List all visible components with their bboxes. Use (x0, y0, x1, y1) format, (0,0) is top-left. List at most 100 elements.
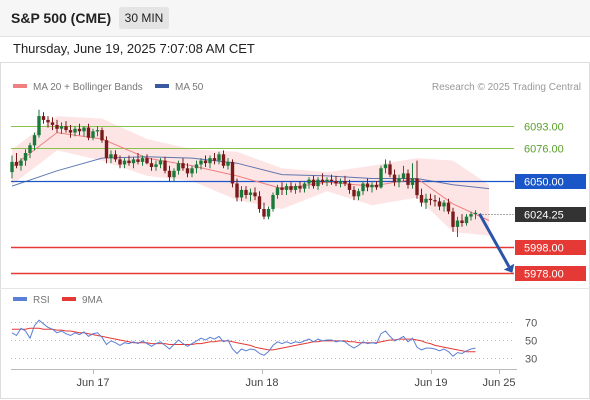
candle (271, 192, 275, 212)
candle (356, 188, 361, 201)
candle (257, 191, 262, 213)
candle-body (284, 186, 289, 190)
candle-body (262, 209, 266, 217)
x-tick-label: Jun 25 (482, 377, 515, 389)
candle (347, 179, 352, 194)
candle (316, 177, 320, 190)
instrument-title: S&P 500 (CME) (11, 10, 112, 26)
candle-body (185, 168, 190, 174)
candle (262, 202, 266, 220)
candle-body (59, 126, 64, 129)
candle (419, 188, 424, 207)
candle (469, 211, 473, 221)
candle (185, 163, 190, 178)
candle (338, 178, 343, 188)
candle-body (37, 116, 41, 136)
candle (406, 169, 410, 189)
candle-body (343, 181, 347, 184)
candle (136, 153, 140, 165)
candle (64, 121, 68, 133)
ma50-legend-swatch (155, 84, 169, 88)
candle-body (140, 158, 145, 162)
candle (460, 214, 464, 227)
candle-body (280, 187, 284, 190)
candle (190, 165, 194, 178)
candle-body (388, 164, 392, 175)
candle-body (28, 145, 32, 153)
candle (176, 160, 181, 175)
candlesticks (10, 109, 478, 237)
candle (235, 178, 239, 202)
candle-body (118, 159, 122, 165)
candle-body (455, 220, 460, 227)
candle-body (352, 189, 356, 197)
candle (424, 193, 428, 209)
candle-body (127, 160, 131, 164)
ma20-line (11, 132, 490, 221)
candle (221, 150, 226, 169)
candle-body (95, 130, 100, 132)
candle-body (451, 211, 455, 227)
candle (455, 216, 460, 237)
candle-body (446, 202, 451, 212)
candle-body (199, 160, 203, 165)
level-label-6093.00: 6093.00 (524, 122, 564, 134)
candle (374, 181, 379, 190)
rsi-legend-swatch (13, 297, 27, 301)
candle-body (329, 179, 334, 181)
candle (230, 159, 235, 188)
candle (392, 169, 397, 187)
bollinger-legend-swatch (13, 84, 27, 88)
price-level-labels: 6093.00 6076.00 6050.00 6024.25 5998.00 5978.… (515, 122, 586, 281)
copyright-text: Research © 2025 Trading Central (432, 82, 581, 93)
candle-body (428, 198, 433, 201)
candle (118, 155, 122, 169)
candle-body (275, 187, 280, 195)
candle (446, 198, 451, 215)
candle (127, 155, 131, 166)
candle-body (307, 179, 311, 184)
candle-body (320, 179, 325, 183)
candle-body (50, 122, 55, 125)
candle (442, 200, 446, 212)
rsi-legend-label: RSI (33, 295, 50, 306)
candle (361, 181, 365, 195)
candle-body (271, 195, 275, 209)
candle-body (338, 181, 343, 184)
candle-body (235, 183, 239, 198)
candle-body (253, 192, 257, 197)
candle-body (109, 154, 113, 159)
candle-body (55, 125, 59, 129)
candle-body (230, 161, 235, 184)
candle-body (397, 178, 401, 183)
candle (284, 183, 289, 195)
candle-body (464, 216, 469, 224)
candle-body (154, 164, 158, 167)
candle (473, 210, 478, 220)
x-tick-label: Jun 18 (245, 377, 278, 389)
timeframe-badge[interactable]: 30 MIN (119, 7, 169, 29)
candle (55, 119, 59, 133)
rsi-ma-legend-swatch (62, 297, 76, 301)
candle-body (32, 135, 37, 146)
candle-body (460, 220, 464, 223)
candle (437, 197, 442, 211)
candle (46, 116, 50, 128)
candle-body (469, 214, 473, 217)
candle-body (226, 161, 230, 166)
rsi-grid: 70 50 30 (11, 318, 537, 366)
candle-body (406, 173, 410, 185)
candle (82, 126, 86, 137)
candle (244, 186, 248, 199)
forecast-arrow-shaft (478, 213, 511, 268)
main-legend: MA 20 + Bollinger Bands MA 50 Research ©… (13, 82, 581, 93)
candle (343, 175, 347, 187)
level-label-5998.00: 5998.00 (524, 243, 564, 255)
candle-body (244, 189, 248, 195)
candle-body (23, 153, 28, 161)
candle (226, 158, 230, 170)
forecast-arrow (478, 213, 515, 273)
current-price-tag (515, 207, 586, 222)
rsi-ma-legend-label: 9MA (82, 295, 103, 306)
candle (158, 158, 163, 169)
